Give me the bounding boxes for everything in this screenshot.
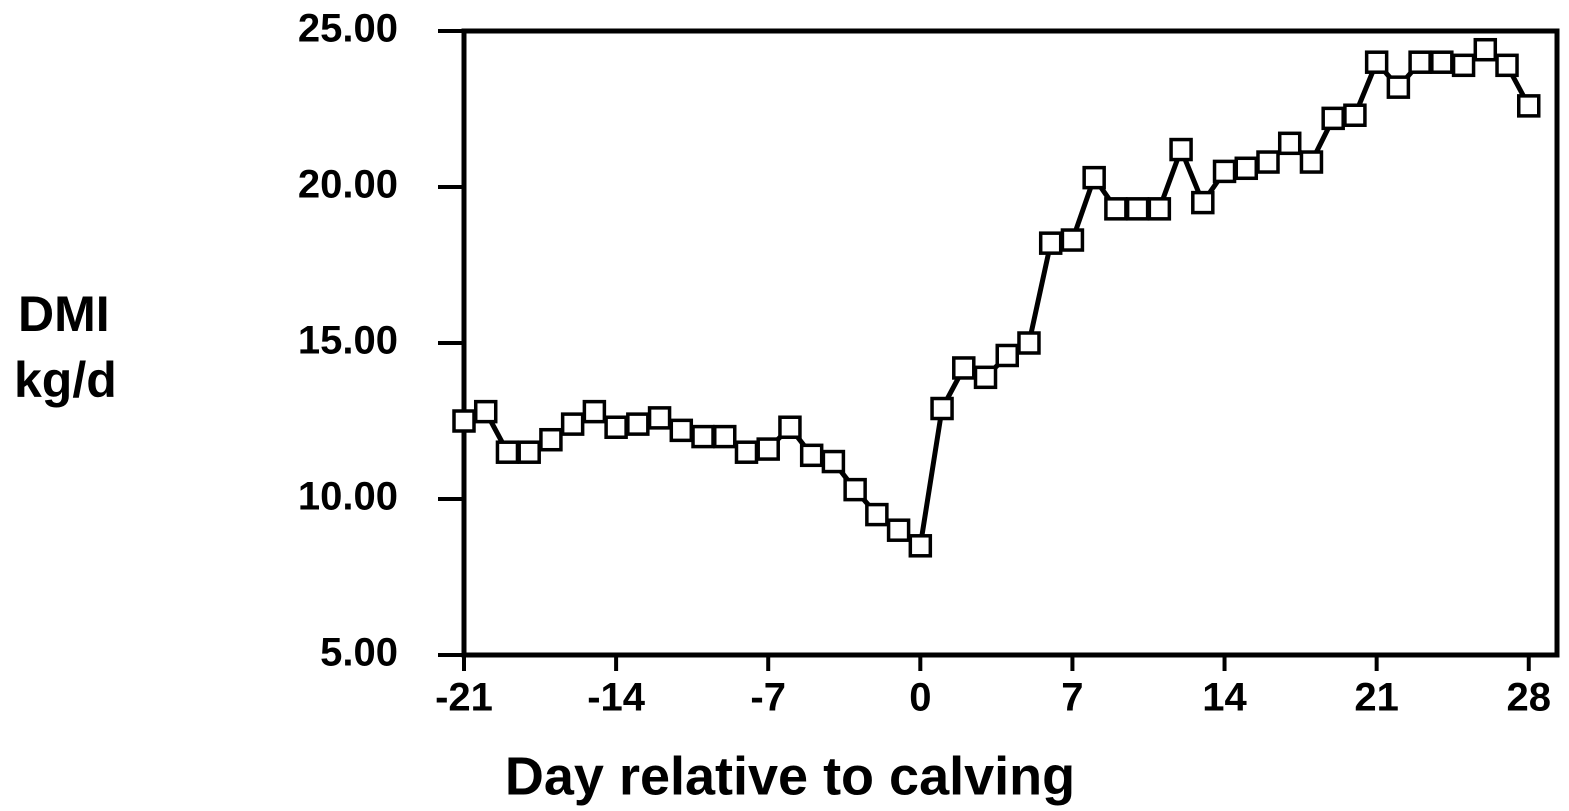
marker bbox=[495, 440, 520, 464]
marker bbox=[1517, 94, 1541, 118]
marker bbox=[713, 424, 737, 449]
x-tick-label: 0 bbox=[909, 676, 931, 720]
marker bbox=[1147, 197, 1172, 221]
marker bbox=[908, 534, 933, 558]
marker bbox=[1060, 228, 1085, 252]
line bbox=[463, 46, 1531, 551]
marker bbox=[1169, 137, 1193, 162]
marker bbox=[1408, 50, 1432, 74]
plot-frame bbox=[461, 28, 1560, 658]
marker bbox=[995, 343, 1019, 368]
marker bbox=[1451, 53, 1476, 78]
marker bbox=[886, 518, 911, 542]
marker bbox=[647, 406, 672, 430]
marker bbox=[1104, 197, 1128, 221]
marker bbox=[452, 409, 476, 433]
marker bbox=[973, 365, 998, 390]
marker bbox=[1386, 75, 1411, 99]
x-axis-title: Day relative to calving bbox=[505, 746, 1075, 806]
marker bbox=[1495, 53, 1519, 78]
marker bbox=[626, 412, 650, 436]
marker bbox=[865, 502, 889, 527]
marker bbox=[517, 440, 541, 464]
marker bbox=[1212, 159, 1237, 184]
y-tick-label: 25.00 bbox=[298, 7, 398, 51]
y-tick-label: 10.00 bbox=[298, 475, 398, 519]
marker bbox=[1321, 106, 1345, 131]
marker bbox=[691, 424, 715, 449]
x-tick-label: -7 bbox=[750, 676, 786, 720]
marker bbox=[604, 415, 628, 439]
marker bbox=[1473, 37, 1498, 62]
marker bbox=[1038, 231, 1063, 255]
marker bbox=[799, 443, 824, 468]
marker bbox=[1364, 50, 1389, 74]
x-tick-label: 21 bbox=[1354, 676, 1399, 720]
marker bbox=[821, 449, 846, 474]
y-axis-title: DMI bbox=[18, 286, 110, 342]
marker bbox=[1125, 197, 1150, 221]
marker bbox=[756, 437, 780, 461]
marker bbox=[930, 396, 954, 421]
x-tick-label: -21 bbox=[435, 676, 493, 720]
x-tick-label: 7 bbox=[1061, 676, 1083, 720]
marker bbox=[843, 477, 867, 502]
marker bbox=[1430, 50, 1454, 74]
marker bbox=[473, 399, 498, 424]
y-tick-label: 20.00 bbox=[298, 163, 398, 207]
x-tick-label: 28 bbox=[1507, 676, 1552, 720]
marker bbox=[539, 427, 563, 452]
marker bbox=[669, 418, 694, 443]
x-tick-label: -14 bbox=[587, 676, 646, 720]
y-tick-label: 15.00 bbox=[298, 319, 398, 363]
marker bbox=[1277, 131, 1302, 156]
y-axis-title: kg/d bbox=[14, 352, 117, 408]
marker bbox=[582, 399, 607, 424]
marker bbox=[1256, 150, 1280, 174]
y-tick-label: 5.00 bbox=[320, 631, 398, 675]
marker bbox=[734, 440, 759, 464]
marker bbox=[1343, 103, 1367, 127]
marker bbox=[1191, 190, 1215, 215]
marker bbox=[1299, 150, 1324, 174]
marker bbox=[778, 415, 802, 439]
x-tick-label: 14 bbox=[1202, 676, 1247, 720]
marker bbox=[1017, 331, 1041, 355]
marker bbox=[1234, 156, 1259, 181]
marker bbox=[952, 356, 976, 380]
marker bbox=[560, 412, 585, 436]
marker bbox=[1082, 165, 1106, 190]
